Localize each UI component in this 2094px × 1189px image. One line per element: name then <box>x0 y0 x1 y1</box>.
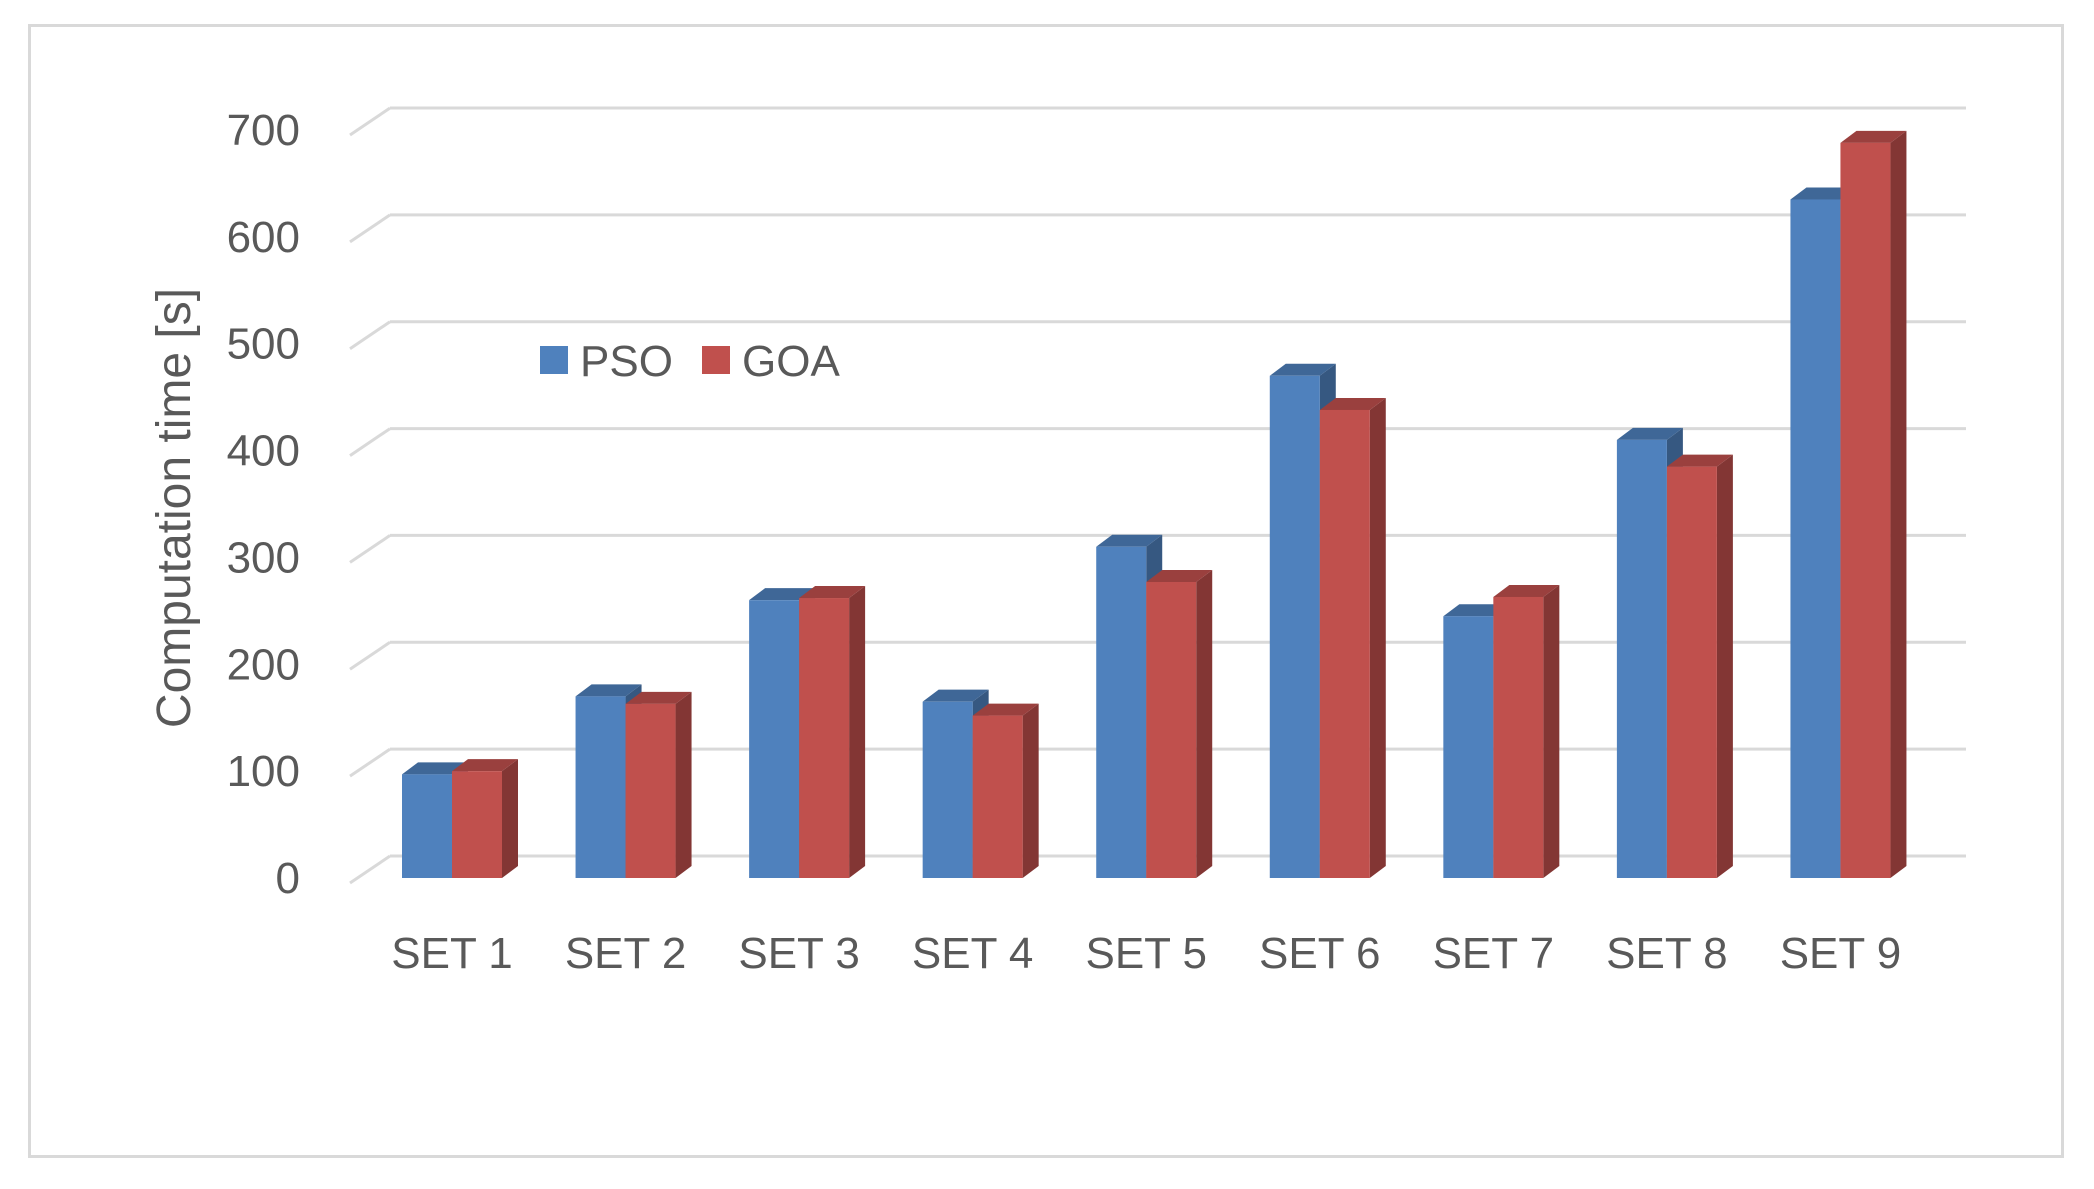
bar-goa <box>972 715 1023 878</box>
bar-top-goa <box>1319 397 1386 410</box>
x-category-label: SET 5 <box>1085 929 1206 978</box>
bar-side-goa <box>1196 570 1213 878</box>
bars <box>402 130 1907 878</box>
y-tick-label: 700 <box>227 106 300 155</box>
legend-swatch-pso <box>540 346 568 374</box>
gridline-side <box>349 427 391 457</box>
x-category-label: SET 8 <box>1606 929 1727 978</box>
y-tick-label: 100 <box>227 747 300 796</box>
x-axis-categories: SET 1 SET 2 SET 3 SET 4 SET 5 SET 6 SET 7 SET 8… <box>391 929 1901 978</box>
bar-side-goa <box>1716 454 1733 878</box>
x-category-label: SET 3 <box>738 929 859 978</box>
x-category-label: SET 4 <box>912 929 1033 978</box>
bar-side-goa <box>502 759 518 878</box>
bar-top-goa <box>1146 570 1213 583</box>
bar-pso <box>1443 616 1494 878</box>
bar-side-goa <box>675 691 692 878</box>
gridline-side <box>349 747 391 778</box>
bar-side-goa <box>1369 397 1386 878</box>
legend-label-pso: PSO <box>580 337 673 386</box>
bar-goa <box>1146 582 1197 878</box>
bar-goa <box>1493 596 1544 878</box>
y-tick-label: 500 <box>227 320 300 369</box>
x-category-label: SET 6 <box>1259 929 1380 978</box>
bar-pso <box>575 696 626 878</box>
y-tick-label: 200 <box>227 640 300 689</box>
gridline-side <box>349 213 391 244</box>
bar-goa <box>625 703 676 878</box>
bar-pso <box>749 600 800 878</box>
bar-top-goa <box>972 703 1039 716</box>
bar-goa <box>452 771 502 878</box>
gridline-side <box>349 320 391 350</box>
gridline-side <box>349 534 391 564</box>
bar-pso <box>402 774 452 878</box>
bar-top-pso <box>402 762 468 775</box>
y-tick-label: 400 <box>227 427 300 476</box>
bar-side-goa <box>849 586 866 878</box>
bar-goa <box>1666 466 1717 878</box>
x-category-label: SET 7 <box>1433 929 1554 978</box>
legend-swatch-goa <box>702 346 730 374</box>
bar-top-pso <box>749 588 816 601</box>
x-category-label: SET 9 <box>1780 929 1901 978</box>
y-axis-ticks: 0 100 200 300 400 500 600 700 <box>227 106 300 903</box>
bar-top-pso <box>1269 363 1336 376</box>
bar-goa <box>799 598 850 878</box>
bar-top-goa <box>452 759 518 772</box>
bar-top-goa <box>1840 130 1907 143</box>
x-category-label: SET 1 <box>391 929 512 978</box>
bar-top-pso <box>1790 187 1857 200</box>
bar-top-pso <box>922 689 989 702</box>
bar-top-goa <box>625 691 692 704</box>
bar-side-goa <box>1890 130 1907 878</box>
bar-top-pso <box>1096 534 1163 547</box>
y-tick-label: 600 <box>227 213 300 262</box>
y-axis-title: Computation time [s] <box>148 288 201 728</box>
x-category-label: SET 2 <box>565 929 686 978</box>
y-tick-label: 300 <box>227 533 300 582</box>
bar-top-goa <box>1493 584 1560 597</box>
bar-top-pso <box>1616 427 1683 440</box>
gridline-side <box>349 106 391 137</box>
bar-pso <box>1790 199 1841 878</box>
gridline-side <box>349 854 391 885</box>
bar-pso <box>1096 546 1147 878</box>
y-tick-label: 0 <box>276 854 300 903</box>
bar-side-goa <box>1543 584 1560 878</box>
bar-pso <box>922 701 973 878</box>
bar-top-pso <box>1443 604 1510 617</box>
legend: PSO GOA <box>540 337 840 386</box>
bar-goa <box>1319 409 1370 878</box>
bar-top-goa <box>799 586 866 599</box>
bar-top-pso <box>575 684 642 697</box>
bar-pso <box>1269 375 1320 878</box>
bar-top-goa <box>1666 454 1733 467</box>
gridline-side <box>349 641 391 671</box>
bar-side-goa <box>1022 703 1039 878</box>
bar-goa <box>1840 142 1891 878</box>
bar-pso <box>1616 439 1667 878</box>
legend-label-goa: GOA <box>742 337 840 386</box>
